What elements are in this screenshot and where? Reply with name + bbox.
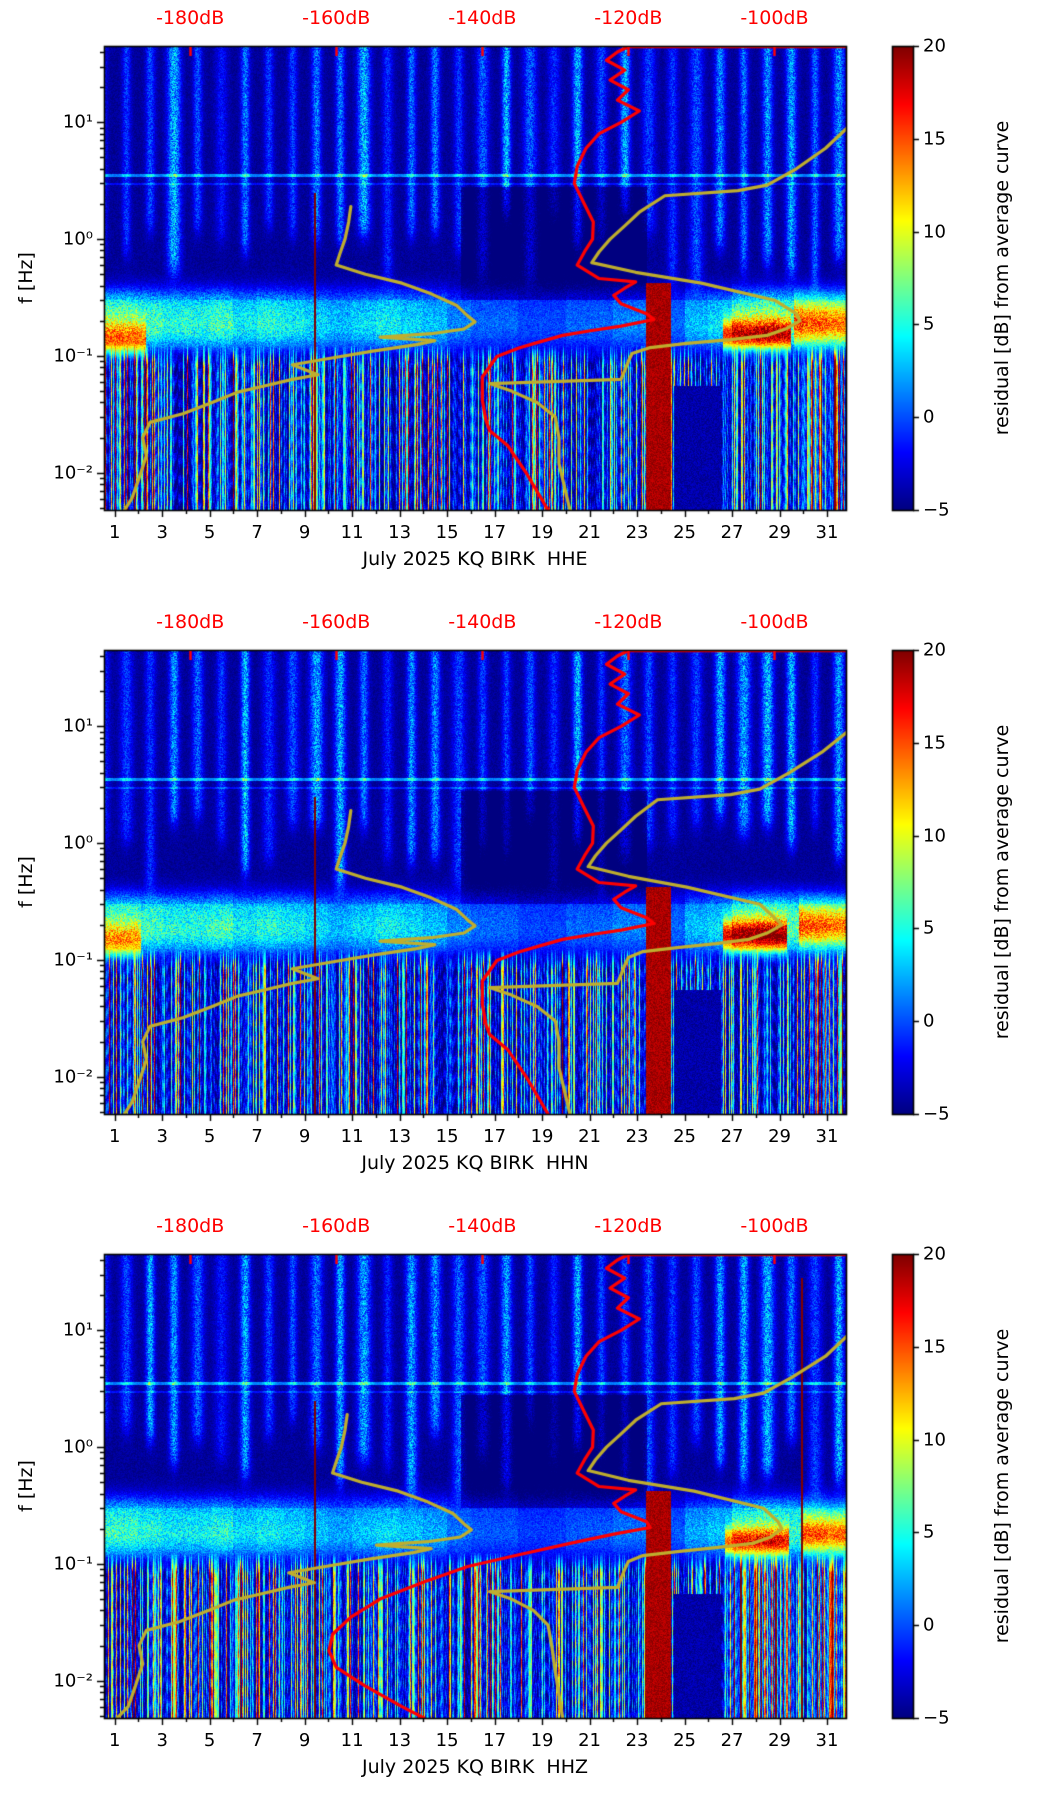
spectrogram-canvas: [0, 0, 1052, 1806]
figure-root: -180dB -160dB -140dB -120dB -100dB 10¹ 10⁰ 10⁻¹…: [0, 0, 1052, 1806]
